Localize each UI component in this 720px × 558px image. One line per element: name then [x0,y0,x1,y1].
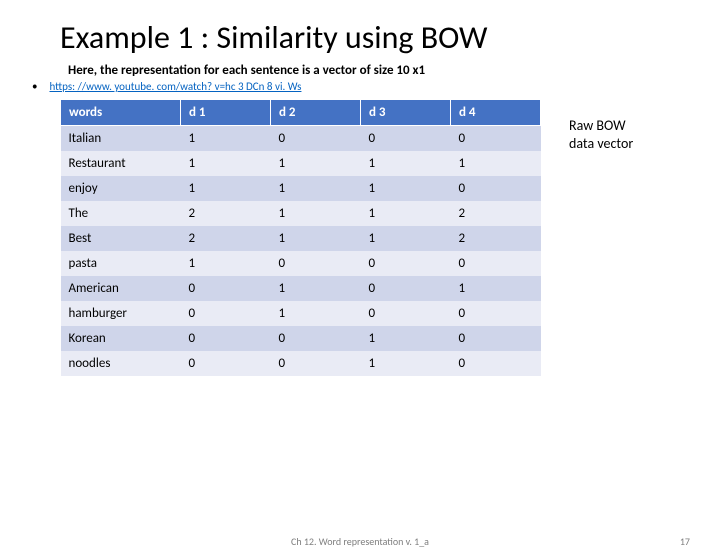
row-word: pasta [61,251,181,276]
row-value: 0 [271,251,361,276]
row-value: 0 [181,301,271,326]
row-value: 0 [451,301,541,326]
row-value: 0 [271,126,361,152]
row-value: 0 [361,126,451,152]
footer-page-number: 17 [680,535,690,548]
row-value: 2 [181,201,271,226]
row-value: 0 [181,351,271,376]
row-value: 1 [361,151,451,176]
table-row: Best2112 [61,226,541,251]
side-note-line2: data vector [569,135,633,153]
row-value: 0 [361,276,451,301]
table-row: hamburger0100 [61,301,541,326]
row-word: enjoy [61,176,181,201]
row-value: 1 [361,176,451,201]
col-words: words [61,100,181,126]
link-row: • https: //www. youtube. com/watch? v=hc… [32,80,720,93]
row-value: 0 [451,176,541,201]
col-d2: d 2 [271,100,361,126]
row-value: 0 [361,301,451,326]
row-value: 2 [451,226,541,251]
row-word: noodles [61,351,181,376]
row-value: 0 [181,326,271,351]
row-value: 1 [271,201,361,226]
row-value: 1 [181,251,271,276]
row-value: 1 [271,226,361,251]
row-value: 1 [451,276,541,301]
row-word: The [61,201,181,226]
row-value: 1 [361,201,451,226]
row-word: hamburger [61,301,181,326]
row-value: 0 [451,251,541,276]
col-d1: d 1 [181,100,271,126]
row-value: 0 [451,351,541,376]
row-value: 1 [361,226,451,251]
row-value: 1 [271,276,361,301]
row-value: 1 [271,151,361,176]
row-value: 1 [181,176,271,201]
table-row: Restaurant1111 [61,151,541,176]
row-value: 0 [271,351,361,376]
side-note-line1: Raw BOW [569,117,633,135]
page-title: Example 1 : Similarity using BOW [60,18,720,57]
row-value: 0 [451,126,541,152]
row-value: 1 [181,151,271,176]
row-word: Korean [61,326,181,351]
bow-table: words d 1 d 2 d 3 d 4 Italian1000Restaur… [60,99,541,376]
row-word: Restaurant [61,151,181,176]
table-row: noodles0010 [61,351,541,376]
row-value: 1 [451,151,541,176]
youtube-link[interactable]: https: //www. youtube. com/watch? v=hc 3… [49,80,301,93]
table-row: American0101 [61,276,541,301]
table-row: Italian1000 [61,126,541,152]
table-row: enjoy1110 [61,176,541,201]
subtitle: Here, the representation for each senten… [68,63,720,78]
row-value: 0 [451,326,541,351]
row-value: 1 [361,326,451,351]
row-value: 2 [451,201,541,226]
row-value: 1 [361,351,451,376]
side-note: Raw BOW data vector [569,117,633,153]
row-value: 0 [181,276,271,301]
row-word: American [61,276,181,301]
table-row: Korean0010 [61,326,541,351]
col-d4: d 4 [451,100,541,126]
row-value: 0 [361,251,451,276]
row-value: 1 [271,176,361,201]
row-value: 2 [181,226,271,251]
row-word: Best [61,226,181,251]
table-header-row: words d 1 d 2 d 3 d 4 [61,100,541,126]
table-row: pasta1000 [61,251,541,276]
row-value: 1 [181,126,271,152]
row-word: Italian [61,126,181,152]
bullet-icon: • [32,80,37,93]
footer-center: Ch 12. Word representation v. 1_a [0,535,720,548]
row-value: 1 [271,301,361,326]
col-d3: d 3 [361,100,451,126]
table-row: The2112 [61,201,541,226]
row-value: 0 [271,326,361,351]
